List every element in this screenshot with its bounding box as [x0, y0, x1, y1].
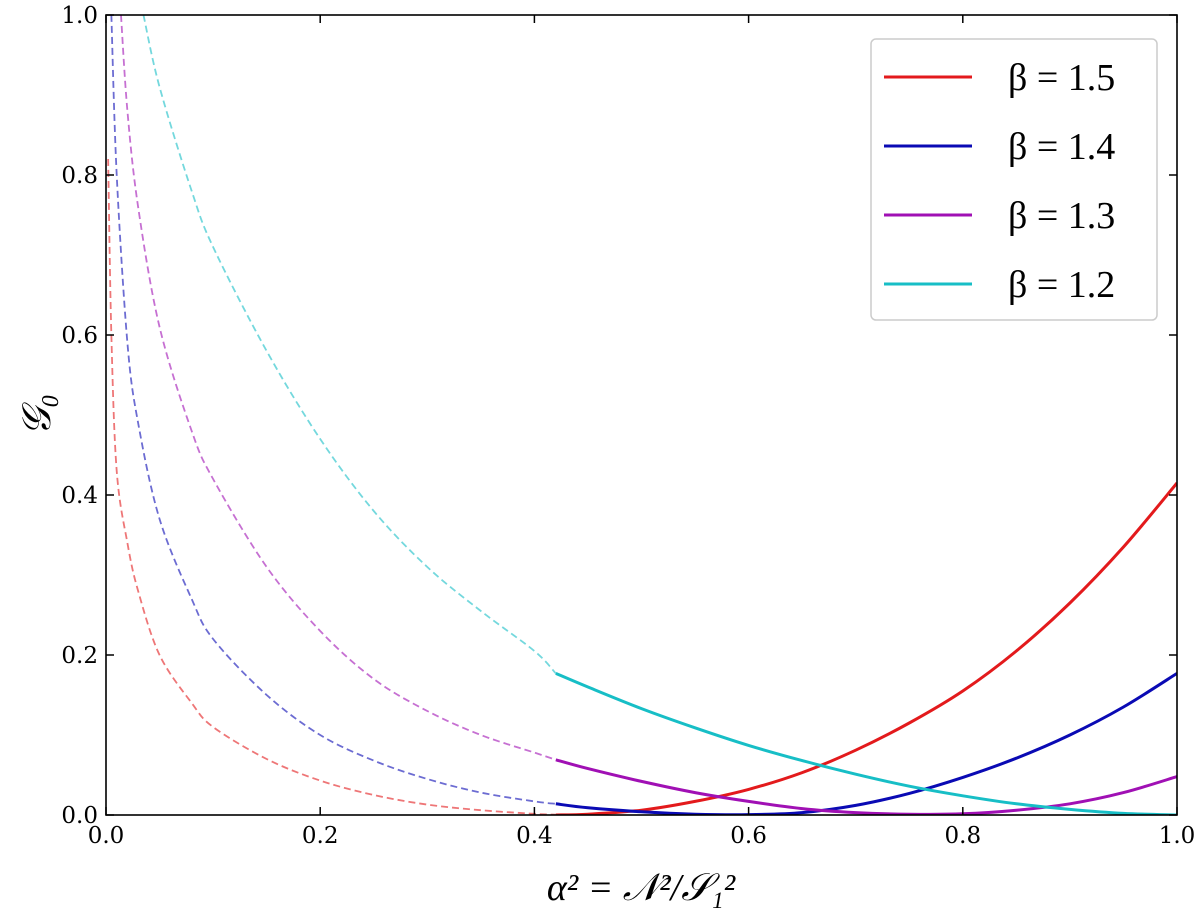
- x-tick-label: 0.6: [730, 823, 767, 849]
- y-tick-label: 0.2: [61, 643, 98, 669]
- x-tick-label: 1.0: [1159, 823, 1196, 849]
- legend-label-1: β = 1.4: [1008, 126, 1115, 168]
- legend-label-0: β = 1.5: [1008, 57, 1115, 99]
- plot-frame: [105, 14, 1178, 816]
- series-0-dashed-line: [107, 158, 556, 815]
- y-tick-label: 1.0: [61, 3, 98, 29]
- x-tick-label: 0.0: [88, 823, 125, 849]
- legend: β = 1.5 β = 1.4 β = 1.3 β = 1.2: [870, 38, 1158, 321]
- series-3-solid-line: [555, 672, 1177, 815]
- series-layer: [107, 15, 1177, 815]
- y-tick-label: 0.0: [61, 803, 98, 829]
- series-0-solid-line: [555, 482, 1177, 815]
- ticks-layer: 0.0 0.2 0.4 0.6 0.8 1.0 0.0 0.2 0.4 0.6 0.8 1.0: [61, 3, 1195, 849]
- y-tick-label: 0.8: [61, 163, 98, 189]
- series-1-solid-line: [555, 672, 1177, 815]
- y-tick-label: 0.6: [61, 323, 98, 349]
- legend-label-3: β = 1.2: [1008, 264, 1115, 306]
- legend-box: [870, 38, 1158, 321]
- x-axis-label: α² = 𝒩²/𝒮₁²: [547, 867, 736, 909]
- legend-label-2: β = 1.3: [1008, 195, 1115, 237]
- series-3-dashed-line: [142, 15, 557, 675]
- y-axis-label: 𝒢₀: [14, 394, 59, 436]
- y-tick-label: 0.4: [61, 483, 98, 509]
- x-tick-label: 0.4: [516, 823, 553, 849]
- x-tick-label: 0.8: [945, 823, 982, 849]
- series-1-dashed-line: [110, 15, 556, 805]
- series-2-solid-line: [555, 758, 1177, 815]
- x-tick-label: 0.2: [302, 823, 339, 849]
- series-2-dashed-line: [120, 15, 557, 761]
